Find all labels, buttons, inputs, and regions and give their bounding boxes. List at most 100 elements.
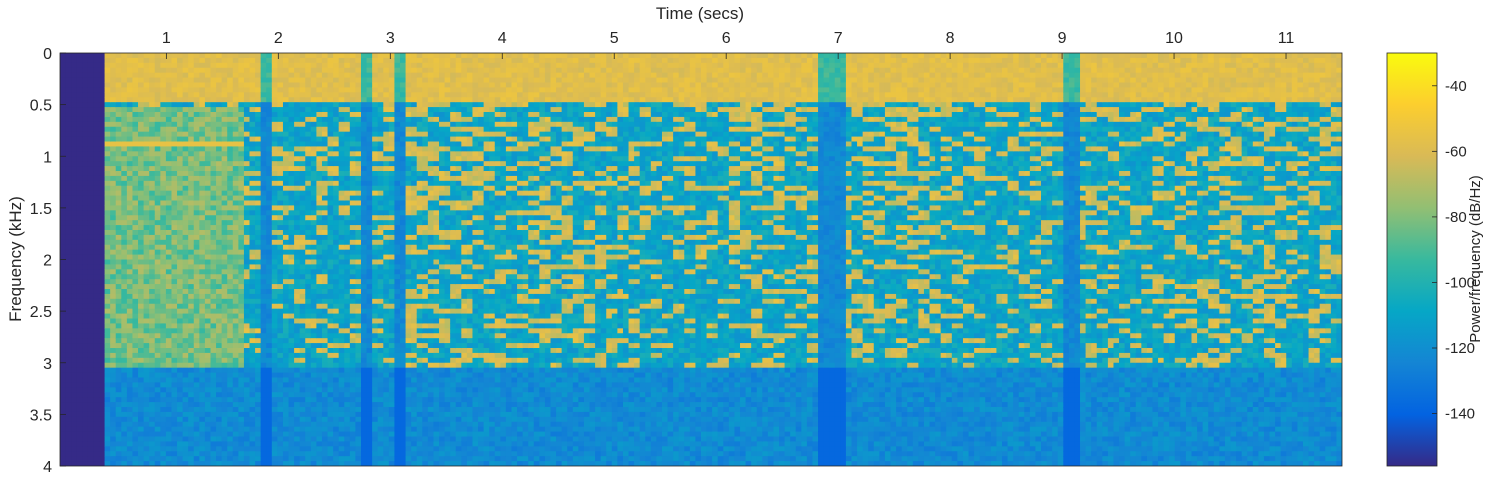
spectrogram-cell: [104, 97, 111, 103]
spectrogram-cell: [193, 87, 200, 93]
spectrogram-cell: [372, 441, 379, 447]
spectrogram-cell: [154, 131, 161, 138]
spectrogram-cell: [82, 97, 89, 103]
spectrogram-cell: [327, 407, 334, 413]
spectrogram-cell: [99, 392, 106, 398]
spectrogram-cell: [99, 333, 106, 339]
spectrogram-cell: [87, 279, 95, 285]
spectrogram-cell: [143, 387, 150, 393]
spectrogram-cell: [372, 67, 379, 74]
spectrogram-cell: [338, 362, 345, 369]
spectrogram-cell: [121, 367, 128, 374]
spectrogram-cell: [193, 392, 200, 398]
spectrogram-cell: [99, 348, 106, 354]
spectrogram-cell: [333, 407, 340, 413]
spectrogram-cell: [372, 166, 379, 172]
spectrogram-cell: [165, 352, 173, 359]
spectrogram-cell: [255, 367, 262, 374]
spectrogram-cell: [232, 387, 239, 393]
spectrogram-cell: [360, 180, 368, 187]
spectrogram-cell: [221, 348, 228, 354]
spectrogram-cell: [138, 249, 145, 256]
spectrogram-cell: [377, 107, 384, 113]
spectrogram-cell: [121, 220, 128, 226]
spectrogram-cell: [271, 225, 278, 231]
spectrogram-cell: [82, 82, 89, 89]
spectrogram-cell: [154, 210, 161, 216]
spectrogram-cell: [143, 166, 150, 172]
spectrogram-cell: [333, 72, 340, 79]
spectrogram-cell: [171, 402, 178, 408]
spectrogram-cell: [221, 190, 228, 197]
spectrogram-cell: [344, 318, 351, 325]
spectrogram-cell: [349, 254, 357, 261]
spectrogram-cell: [294, 205, 301, 211]
spectrogram-cell: [349, 239, 357, 246]
spectrogram-cell: [104, 215, 111, 221]
spectrogram-cell: [266, 416, 273, 423]
spectrogram-cell: [210, 200, 217, 207]
spectrogram-cell: [372, 195, 379, 202]
spectrogram-cell: [360, 357, 368, 364]
spectrogram-cell: [138, 269, 145, 275]
spectrogram-cell: [255, 456, 262, 462]
spectrogram-cell: [321, 446, 329, 452]
spectrogram-cell: [188, 362, 195, 369]
spectrogram-cell: [154, 387, 161, 393]
spectrogram-cell: [115, 107, 122, 113]
spectrogram-cell: [349, 180, 357, 187]
spectrogram-cell: [249, 338, 256, 344]
spectrogram-cell: [87, 107, 95, 113]
spectrogram-cell: [232, 402, 239, 408]
spectrogram-cell: [266, 377, 273, 384]
spectrogram-cell: [344, 239, 351, 246]
spectrogram-cell: [115, 372, 122, 379]
spectrogram-cell: [355, 234, 362, 241]
spectrogram-cell: [76, 416, 83, 423]
spectrogram-cell: [232, 205, 239, 211]
spectrogram-cell: [160, 338, 167, 344]
spectrogram-cell: [277, 62, 284, 69]
spectrogram-cell: [171, 259, 178, 266]
spectrogram-cell: [138, 328, 145, 334]
spectrogram-cell: [82, 343, 89, 349]
spectrogram-cell: [126, 279, 134, 285]
spectrogram-cell: [210, 382, 217, 388]
spectrogram-cell: [349, 190, 357, 197]
spectrogram-cell: [199, 323, 206, 329]
spectrogram-cell: [305, 367, 312, 374]
spectrogram-cell: [299, 269, 306, 275]
spectrogram-cell: [110, 156, 117, 162]
spectrogram-cell: [171, 274, 178, 280]
spectrogram-cell: [110, 112, 117, 118]
spectrogram-cell: [204, 426, 212, 433]
spectrogram-cell: [160, 175, 167, 182]
spectrogram-cell: [366, 180, 373, 187]
spectrogram-cell: [210, 372, 217, 379]
spectrogram-cell: [238, 402, 245, 408]
spectrogram-cell: [132, 116, 139, 123]
spectrogram-cell: [344, 411, 351, 418]
spectrogram-cell: [310, 441, 317, 447]
spectrogram-cell: [93, 254, 100, 261]
spectrogram-cell: [243, 431, 251, 438]
spectrogram-cell: [82, 461, 89, 466]
spectrogram-cell: [143, 72, 150, 79]
spectrogram-cell: [383, 308, 390, 315]
spectrogram-cell: [366, 156, 373, 162]
spectrogram-cell: [82, 244, 89, 251]
spectrogram-cell: [383, 426, 390, 433]
spectrogram-cell: [366, 323, 373, 329]
spectrogram-cell: [221, 298, 228, 305]
spectrogram-cell: [138, 67, 145, 74]
spectrogram-cell: [71, 333, 78, 339]
spectrogram-cell: [65, 421, 72, 428]
spectrogram-cell: [277, 195, 284, 202]
spectrogram-cell: [238, 230, 245, 236]
spectrogram-cell: [310, 357, 317, 364]
spectrogram-cell: [110, 372, 117, 379]
spectrogram-cell: [321, 215, 329, 221]
spectrogram-cell: [232, 259, 239, 266]
spectrogram-cell: [349, 461, 357, 466]
spectrogram-cell: [266, 77, 273, 84]
